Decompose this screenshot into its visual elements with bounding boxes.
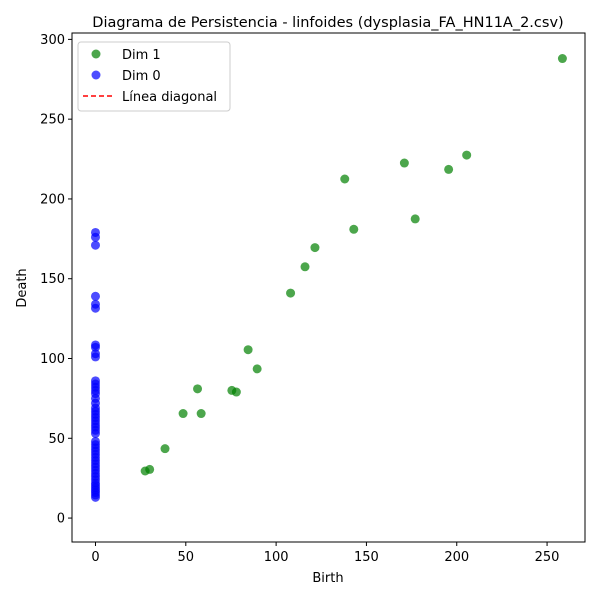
scatter-point-dim-1 bbox=[252, 364, 262, 374]
legend-marker-dim-0 bbox=[91, 70, 101, 80]
scatter-point-dim-1 bbox=[557, 54, 567, 64]
points-layer bbox=[90, 54, 567, 502]
scatter-point-dim-1 bbox=[300, 262, 310, 272]
scatter-point-dim-0 bbox=[90, 291, 100, 301]
plot-area bbox=[71, 32, 586, 543]
y-tick-label: 50 bbox=[48, 432, 65, 447]
y-tick-label: 100 bbox=[40, 352, 65, 367]
x-tick-label: 150 bbox=[354, 550, 379, 565]
legend-label-diagonal: Línea diagonal bbox=[122, 90, 217, 105]
y-tick-label: 300 bbox=[40, 33, 65, 48]
scatter-point-dim-0 bbox=[90, 340, 100, 350]
x-tick-label: 200 bbox=[444, 550, 469, 565]
scatter-point-dim-1 bbox=[286, 288, 296, 298]
legend-label-dim-0: Dim 0 bbox=[122, 69, 161, 84]
legend-marker-dim-1 bbox=[91, 49, 101, 59]
scatter-point-dim-1 bbox=[160, 444, 170, 454]
x-tick-label: 250 bbox=[535, 550, 560, 565]
scatter-point-dim-1 bbox=[178, 409, 188, 419]
y-axis-ticks: 0 50 100 150 200 250 300 bbox=[40, 33, 72, 527]
scatter-point-dim-0 bbox=[90, 349, 100, 359]
scatter-point-dim-0 bbox=[90, 227, 100, 237]
scatter-point-dim-1 bbox=[349, 224, 359, 234]
legend-label-dim-1: Dim 1 bbox=[122, 48, 161, 63]
scatter-point-dim-0 bbox=[90, 376, 100, 386]
scatter-point-dim-1 bbox=[145, 464, 155, 474]
x-tick-label: 0 bbox=[91, 550, 99, 565]
scatter-point-dim-1 bbox=[462, 150, 472, 160]
scatter-point-dim-1 bbox=[340, 174, 350, 184]
y-tick-label: 150 bbox=[40, 272, 65, 287]
scatter-point-dim-1 bbox=[399, 158, 409, 168]
x-axis-label: Birth bbox=[312, 571, 343, 586]
scatter-point-dim-0 bbox=[90, 436, 100, 446]
scatter-point-dim-1 bbox=[193, 384, 203, 394]
x-tick-label: 100 bbox=[264, 550, 289, 565]
scatter-point-dim-1 bbox=[196, 409, 206, 419]
plot-frame bbox=[71, 32, 586, 543]
y-tick-label: 250 bbox=[40, 113, 65, 128]
legend: Dim 1 Dim 0 Línea diagonal bbox=[77, 41, 231, 112]
scatter-point-dim-1 bbox=[444, 164, 454, 174]
legend-box bbox=[77, 41, 231, 112]
x-tick-label: 50 bbox=[178, 550, 195, 565]
scatter-point-dim-0 bbox=[90, 299, 100, 309]
y-axis-label: Death bbox=[15, 268, 30, 307]
scatter-point-dim-0 bbox=[90, 240, 100, 250]
scatter-point-dim-1 bbox=[231, 387, 241, 397]
chart-title: Diagrama de Persistencia - linfoides (dy… bbox=[92, 15, 563, 31]
scatter-point-dim-1 bbox=[310, 243, 320, 253]
y-tick-label: 200 bbox=[40, 192, 65, 207]
x-axis-ticks: 0 50 100 150 200 250 bbox=[91, 542, 559, 565]
scatter-point-dim-1 bbox=[243, 345, 253, 355]
y-tick-label: 0 bbox=[57, 512, 65, 527]
scatter-point-dim-1 bbox=[410, 214, 420, 224]
